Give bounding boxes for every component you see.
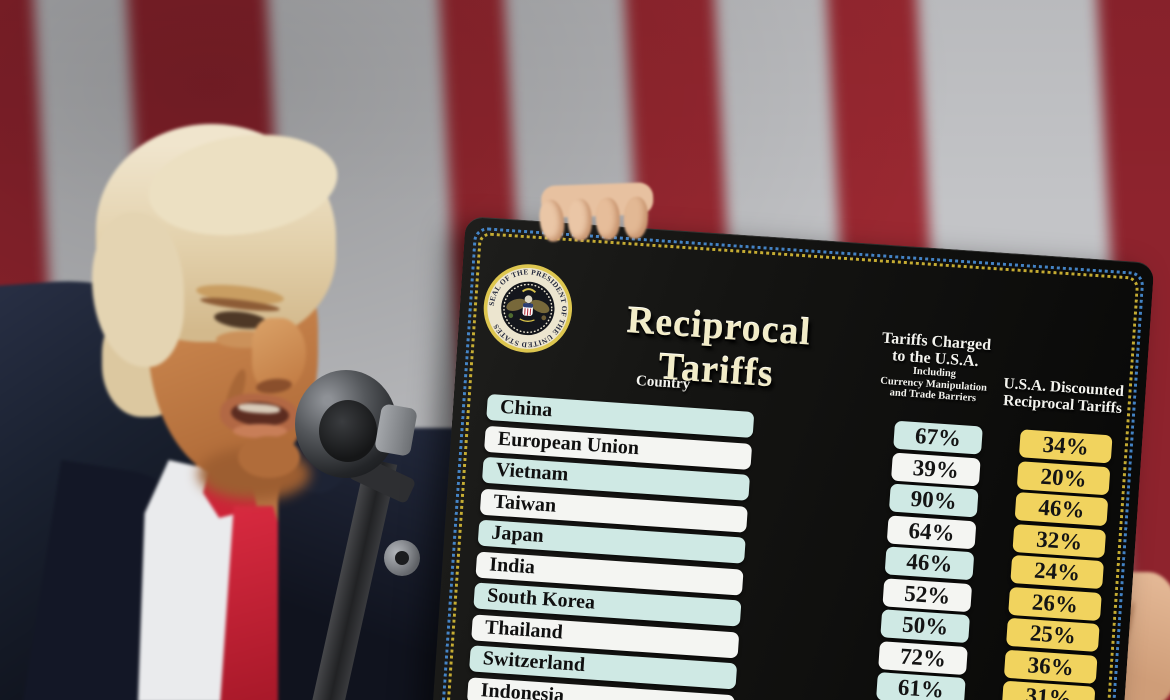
tariff-charged-cell: 39% bbox=[891, 452, 981, 487]
tariff-charged-cell: 61% bbox=[876, 672, 966, 700]
tariff-charged-cell: 52% bbox=[882, 577, 973, 612]
chin-shading bbox=[238, 436, 300, 478]
tariff-board: SEAL OF THE PRESIDENT OF THE UNITED STAT… bbox=[426, 216, 1155, 700]
tariff-discounted-cell: 26% bbox=[1008, 586, 1102, 621]
tariff-discounted-cell: 34% bbox=[1018, 429, 1113, 464]
microphone-knob-screw bbox=[395, 551, 409, 565]
lower-lip bbox=[233, 424, 287, 438]
microphone-bracket bbox=[374, 403, 418, 457]
tariff-charged-cell: 90% bbox=[888, 483, 979, 518]
tariff-charged-cell: 72% bbox=[878, 640, 968, 675]
tariff-discounted-cell: 32% bbox=[1012, 523, 1107, 558]
tariff-discounted-cell: 24% bbox=[1010, 554, 1104, 590]
presidential-seal-icon: SEAL OF THE PRESIDENT OF THE UNITED STAT… bbox=[479, 259, 577, 357]
tariff-charged-cell: 67% bbox=[893, 420, 983, 455]
tariff-charged-cell: 46% bbox=[884, 546, 975, 581]
finger bbox=[622, 196, 649, 240]
tariff-table: China 67% 34% European Union 39% 20% Vie… bbox=[433, 390, 1143, 700]
tariff-charged-cell: 50% bbox=[880, 609, 971, 644]
tariff-discounted-cell: 36% bbox=[1003, 649, 1098, 684]
hand-holding-board-top bbox=[537, 182, 664, 264]
microphone-capsule bbox=[319, 400, 377, 462]
tariff-discounted-cell: 20% bbox=[1016, 460, 1111, 495]
tariff-discounted-cell: 46% bbox=[1014, 492, 1109, 527]
tariff-charged-cell: 64% bbox=[886, 514, 977, 549]
hair-left-side bbox=[92, 212, 184, 367]
finger bbox=[567, 198, 593, 242]
tariff-discounted-cell: 25% bbox=[1006, 617, 1100, 652]
finger bbox=[595, 197, 621, 241]
